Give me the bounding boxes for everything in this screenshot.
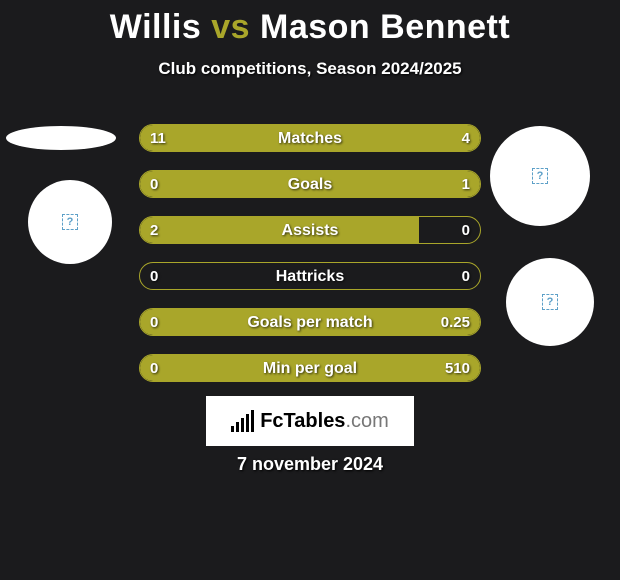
title-player1: Willis	[110, 8, 202, 46]
stat-label: Matches	[140, 125, 480, 151]
stat-row: 0Goals1	[139, 170, 481, 198]
stat-row: 0Min per goal510	[139, 354, 481, 382]
stat-label: Assists	[140, 217, 480, 243]
brand-suffix: .com	[345, 410, 388, 432]
decor-circle-right-2: ?	[506, 258, 594, 346]
stat-label: Goals per match	[140, 309, 480, 335]
stat-value-right: 1	[462, 171, 470, 197]
stat-value-right: 0.25	[441, 309, 470, 335]
brand-badge: FcTables.com	[206, 396, 414, 446]
placeholder-icon: ?	[532, 168, 548, 184]
stat-row: 2Assists0	[139, 216, 481, 244]
brand-name: FcTables	[260, 410, 345, 432]
decor-circle-left: ?	[28, 180, 112, 264]
title-player2: Mason Bennett	[260, 8, 510, 46]
stat-row: 0Hattricks0	[139, 262, 481, 290]
decor-circle-right-1: ?	[490, 126, 590, 226]
subtitle: Club competitions, Season 2024/2025	[0, 59, 620, 79]
stat-row: 0Goals per match0.25	[139, 308, 481, 336]
stat-label: Hattricks	[140, 263, 480, 289]
placeholder-icon: ?	[542, 294, 558, 310]
stat-label: Min per goal	[140, 355, 480, 381]
title-vs: vs	[211, 8, 250, 46]
page-title: Willis vs Mason Bennett	[0, 0, 620, 47]
brand-text: FcTables.com	[260, 410, 389, 433]
decor-ellipse-left	[6, 126, 116, 150]
stat-row: 11Matches4	[139, 124, 481, 152]
stat-value-right: 510	[445, 355, 470, 381]
stat-value-right: 4	[462, 125, 470, 151]
placeholder-icon: ?	[62, 214, 78, 230]
stat-label: Goals	[140, 171, 480, 197]
date-label: 7 november 2024	[0, 454, 620, 475]
stat-value-right: 0	[462, 217, 470, 243]
comparison-chart: 11Matches40Goals12Assists00Hattricks00Go…	[139, 124, 481, 400]
stat-value-right: 0	[462, 263, 470, 289]
brand-bars-icon	[231, 410, 254, 432]
